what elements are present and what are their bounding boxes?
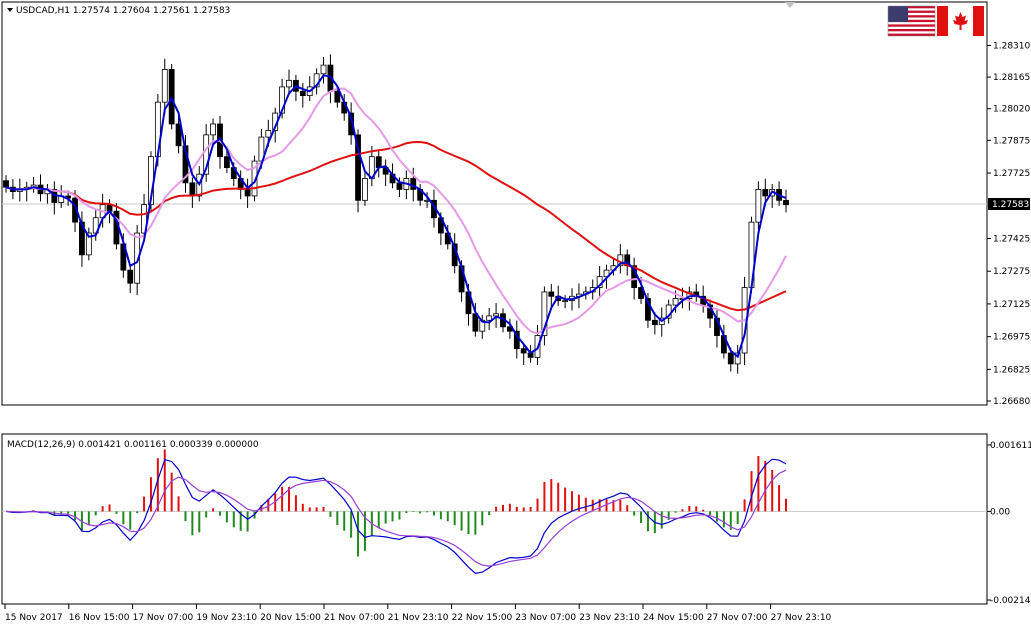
time-axis-label: 22 Nov 15:00 bbox=[452, 613, 513, 623]
macd-main-line bbox=[5, 458, 787, 574]
price-axis-label: 1.27275 bbox=[993, 267, 1030, 277]
candle bbox=[203, 124, 210, 182]
candle bbox=[520, 343, 527, 366]
time-axis-label: 23 Nov 23:10 bbox=[579, 613, 640, 623]
time-axis-label: 19 Nov 23:10 bbox=[196, 613, 257, 623]
macd-panel[interactable] bbox=[1, 433, 988, 605]
macd-axis-label: -0.002148 bbox=[990, 596, 1031, 606]
price-axis-label: 1.27875 bbox=[993, 136, 1030, 146]
time-axis-label: 27 Nov 07:00 bbox=[707, 613, 768, 623]
time-axis-label: 17 Nov 07:00 bbox=[133, 613, 194, 623]
time-axis-label: 21 Nov 07:00 bbox=[324, 613, 385, 623]
candle bbox=[161, 58, 168, 115]
macd-title: MACD(12,26,9) 0.001421 0.001161 0.000339… bbox=[7, 440, 259, 450]
candle bbox=[320, 57, 327, 84]
price-axis-label: 1.28310 bbox=[993, 41, 1030, 51]
macd-axis-label: 0.001611 bbox=[990, 441, 1031, 451]
candle bbox=[541, 286, 548, 346]
svg-text:1.27583: 1.27583 bbox=[992, 200, 1029, 210]
time-axis-label: 15 Nov 2017 bbox=[5, 613, 63, 623]
candle bbox=[127, 264, 134, 294]
time-axis-label: 20 Nov 15:00 bbox=[260, 613, 321, 623]
fast-ma-line bbox=[5, 74, 787, 359]
time-axis-label: 21 Nov 23:10 bbox=[388, 613, 449, 623]
scroll-marker-icon bbox=[785, 2, 795, 8]
mid-ma-line bbox=[5, 87, 787, 335]
candle bbox=[645, 293, 651, 328]
candle bbox=[651, 312, 658, 335]
time-axis-label: 16 Nov 15:00 bbox=[69, 613, 130, 623]
price-axis-label: 1.27725 bbox=[993, 169, 1030, 179]
price-axis-label: 1.28165 bbox=[993, 73, 1030, 83]
us-flag-icon bbox=[887, 5, 936, 37]
slow-ma-line bbox=[5, 140, 787, 312]
candle bbox=[734, 344, 741, 374]
time-axis-label: 27 Nov 23:10 bbox=[771, 613, 832, 623]
candle bbox=[175, 115, 182, 154]
price-axis-label: 1.26975 bbox=[993, 333, 1030, 343]
time-axis-label: 24 Nov 15:00 bbox=[643, 613, 704, 623]
candle bbox=[486, 307, 493, 331]
candle bbox=[355, 129, 361, 213]
symbol-header: USDCAD,H1 1.27574 1.27604 1.27561 1.2758… bbox=[16, 6, 230, 16]
candle bbox=[141, 193, 147, 239]
price-axis-label: 1.28020 bbox=[993, 105, 1030, 115]
candle bbox=[783, 189, 789, 213]
current-price-tag: 1.27583 bbox=[988, 198, 1030, 211]
candle bbox=[755, 181, 762, 230]
candle bbox=[362, 170, 368, 206]
price-axis-label: 1.26825 bbox=[993, 365, 1030, 375]
macd-signal-line bbox=[5, 469, 787, 567]
candle bbox=[286, 69, 292, 95]
time-axis-label: 23 Nov 07:00 bbox=[515, 613, 576, 623]
candle bbox=[562, 295, 569, 309]
candle bbox=[548, 283, 555, 309]
price-axis-label: 1.27425 bbox=[993, 234, 1030, 244]
price-axis-label: 1.26680 bbox=[993, 397, 1030, 407]
candle bbox=[299, 83, 306, 108]
canada-flag-icon bbox=[937, 6, 984, 36]
candle bbox=[85, 227, 92, 261]
price-axis-label: 1.27125 bbox=[993, 300, 1030, 310]
triangle-down-icon[interactable] bbox=[7, 8, 13, 12]
macd-axis-label: 0.00 bbox=[990, 507, 1010, 517]
